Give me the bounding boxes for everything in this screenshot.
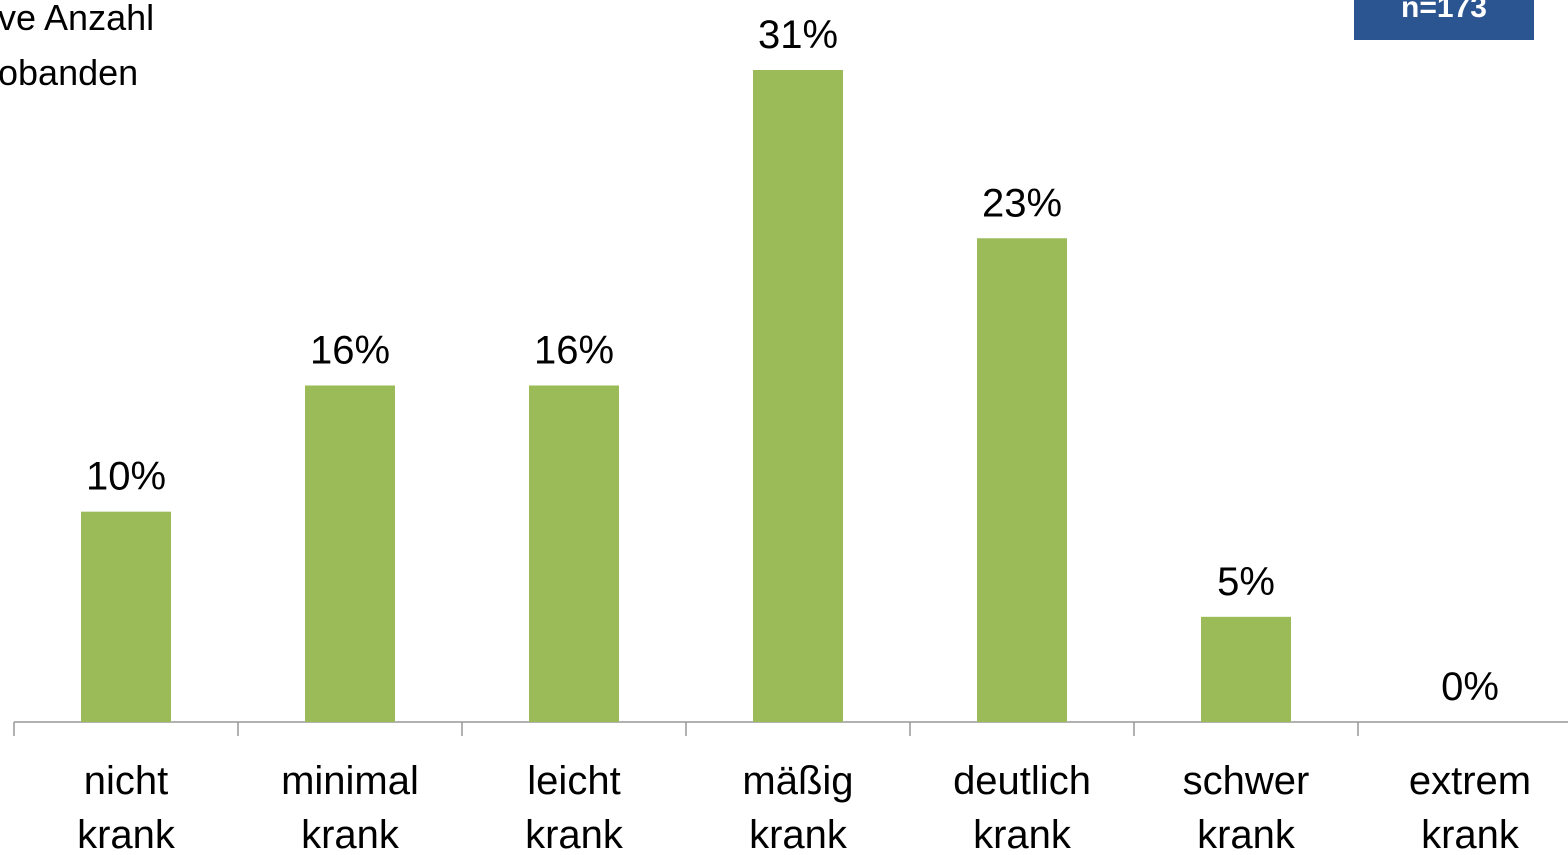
bar [1201,616,1291,722]
x-tick-label: mäßig [742,759,853,803]
x-tick-label: leicht [527,759,620,803]
x-tick-label: extrem [1409,759,1531,803]
x-tick-label: nicht [84,759,169,803]
badge-text: n=173 [1401,0,1487,24]
x-tick-label: krank [1197,813,1296,855]
bar [305,385,395,722]
x-tick-label: krank [1421,813,1520,855]
x-tick-label: krank [973,813,1072,855]
value-label: 16% [534,328,614,372]
badge-box [1354,0,1534,40]
value-label: 5% [1217,560,1275,604]
x-tick-label: krank [749,813,848,855]
axis-title: ve Anzahl [0,0,154,38]
value-label: 23% [982,181,1062,225]
x-tick-label: deutlich [953,759,1091,803]
axis-title: obanden [0,52,138,93]
x-tick-label: minimal [281,759,419,803]
value-label: 10% [86,455,166,499]
x-tick-label: schwer [1183,759,1310,803]
bar [81,511,171,722]
x-tick-label: krank [77,813,176,855]
bar [753,70,843,722]
value-label: 31% [758,13,838,57]
bar [529,385,619,722]
x-tick-label: krank [525,813,624,855]
value-label: 16% [310,328,390,372]
value-label: 0% [1441,665,1499,709]
bar [977,238,1067,723]
x-tick-label: krank [301,813,400,855]
